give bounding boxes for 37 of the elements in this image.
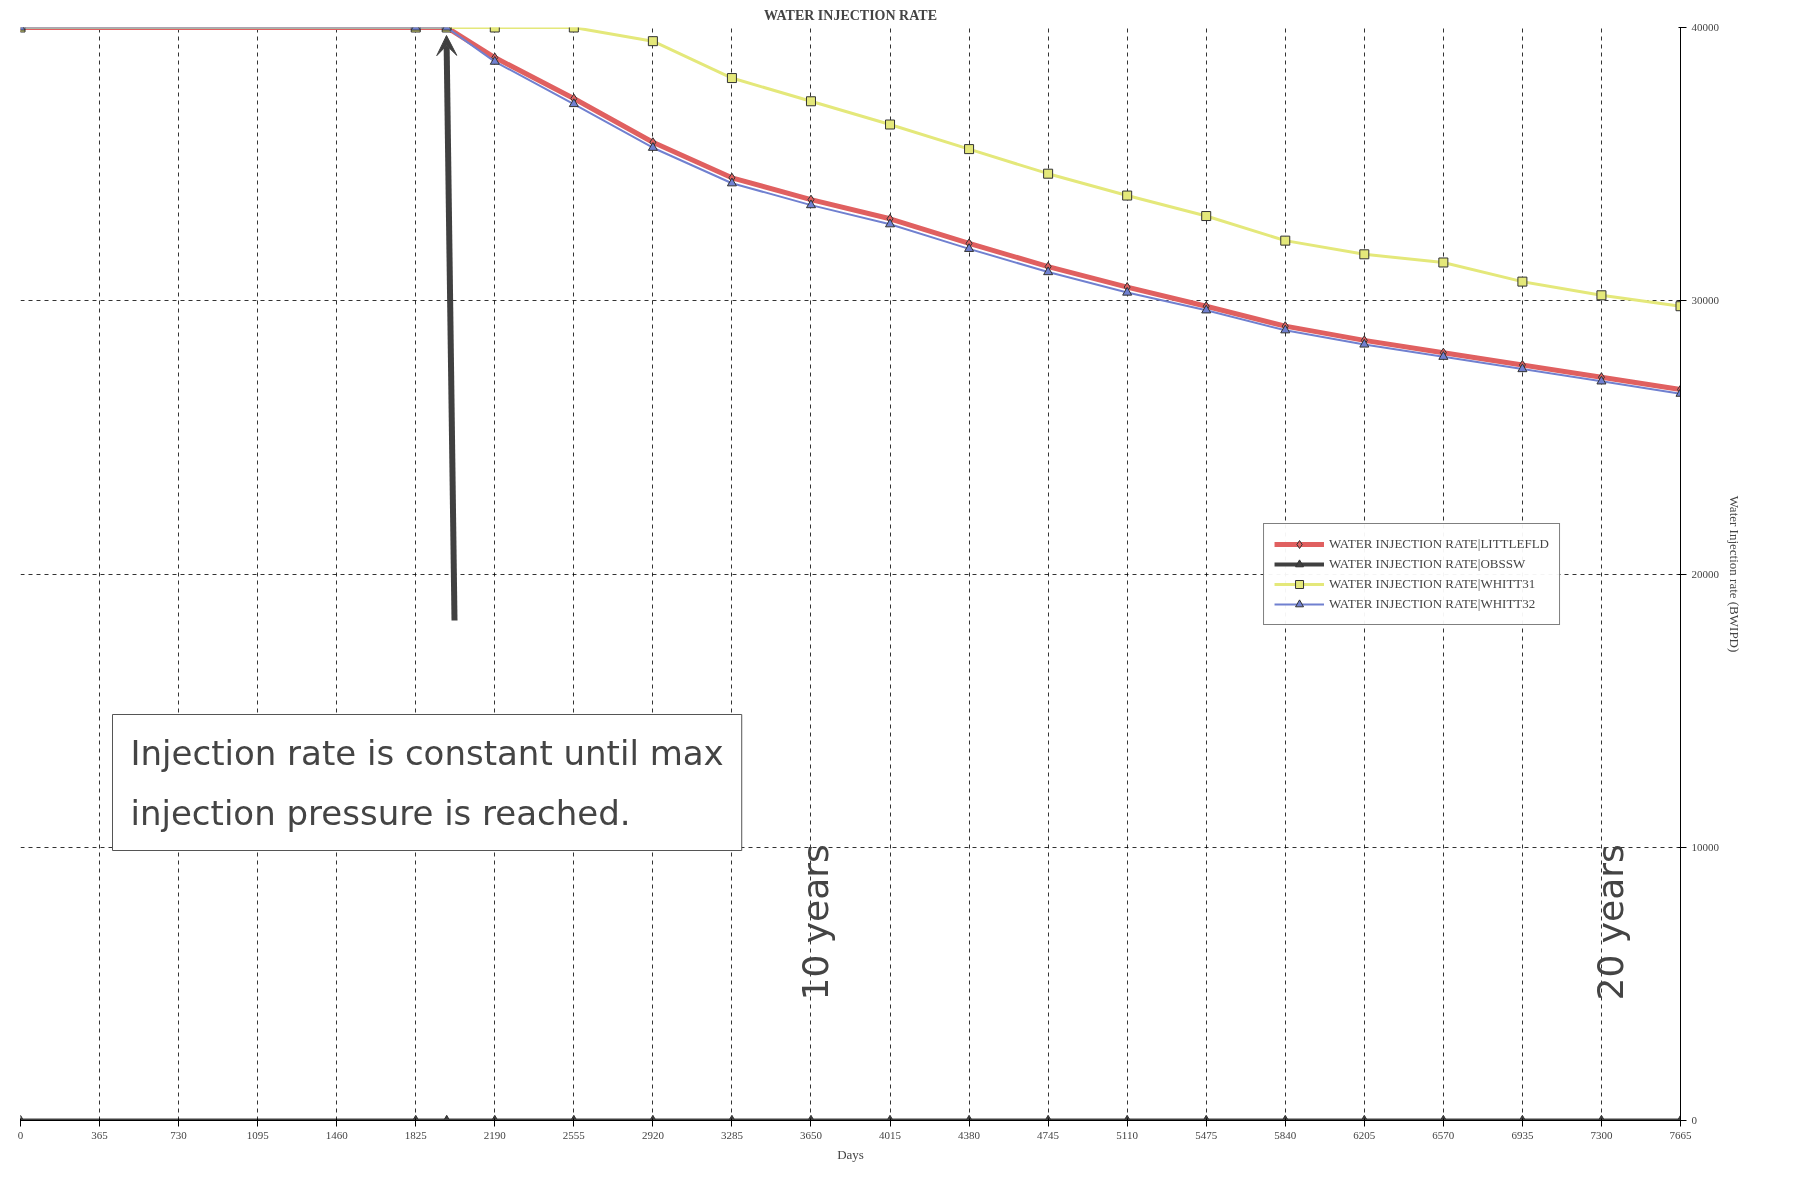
- x-tick-label: 5475: [1195, 1128, 1218, 1141]
- x-tick-label: 2555: [562, 1128, 586, 1141]
- legend-label: WATER INJECTION RATE|OBSSW: [1329, 555, 1526, 572]
- annotation: 10 years: [795, 844, 836, 1001]
- x-tick-label: 1460: [325, 1128, 349, 1141]
- chart-title: WATER INJECTION RATE: [764, 7, 937, 23]
- x-tick-label: 730: [170, 1128, 188, 1141]
- x-tick-label: 3285: [720, 1128, 744, 1141]
- x-tick-label: 365: [91, 1128, 109, 1141]
- y-tick-label: 0: [1691, 1114, 1698, 1126]
- x-tick-label: 6205: [1353, 1128, 1376, 1141]
- x-tick-label: 1095: [246, 1128, 270, 1141]
- legend-label: WATER INJECTION RATE|WHITT32: [1329, 595, 1536, 612]
- x-tick-label: 4380: [958, 1128, 981, 1141]
- legend-label: WATER INJECTION RATE|LITTLEFLD: [1329, 535, 1549, 552]
- x-tick-label: 0: [17, 1128, 24, 1141]
- x-tick-label: 7665: [1669, 1128, 1692, 1141]
- x-tick-label: 5110: [1116, 1128, 1139, 1141]
- y-tick-label: 20000: [1691, 567, 1720, 580]
- y-tick-label: 30000: [1691, 294, 1720, 307]
- legend-label: WATER INJECTION RATE|WHITT31: [1329, 575, 1536, 592]
- x-tick-label: 2190: [483, 1128, 507, 1141]
- x-tick-label: 1825: [404, 1128, 428, 1141]
- y-axis-title: Water Injection rate (BWIPD): [1727, 495, 1742, 653]
- x-tick-label: 4015: [879, 1128, 902, 1141]
- x-tick-label: 7300: [1590, 1128, 1613, 1141]
- annotation: 20 years: [1590, 844, 1631, 1001]
- y-tick-label: 10000: [1691, 840, 1720, 853]
- x-tick-label: 6935: [1511, 1128, 1534, 1141]
- annotation: Injection rate is constant until max injection pressure is reached.: [130, 732, 724, 833]
- x-tick-label: 3650: [799, 1128, 823, 1141]
- x-tick-label: 4745: [1037, 1128, 1060, 1141]
- x-tick-label: 5840: [1274, 1128, 1297, 1141]
- x-tick-label: 6570: [1432, 1128, 1455, 1141]
- x-tick-label: 2920: [641, 1128, 665, 1141]
- y-tick-label: 40000: [1691, 21, 1720, 33]
- x-axis-title: Days: [837, 1146, 864, 1162]
